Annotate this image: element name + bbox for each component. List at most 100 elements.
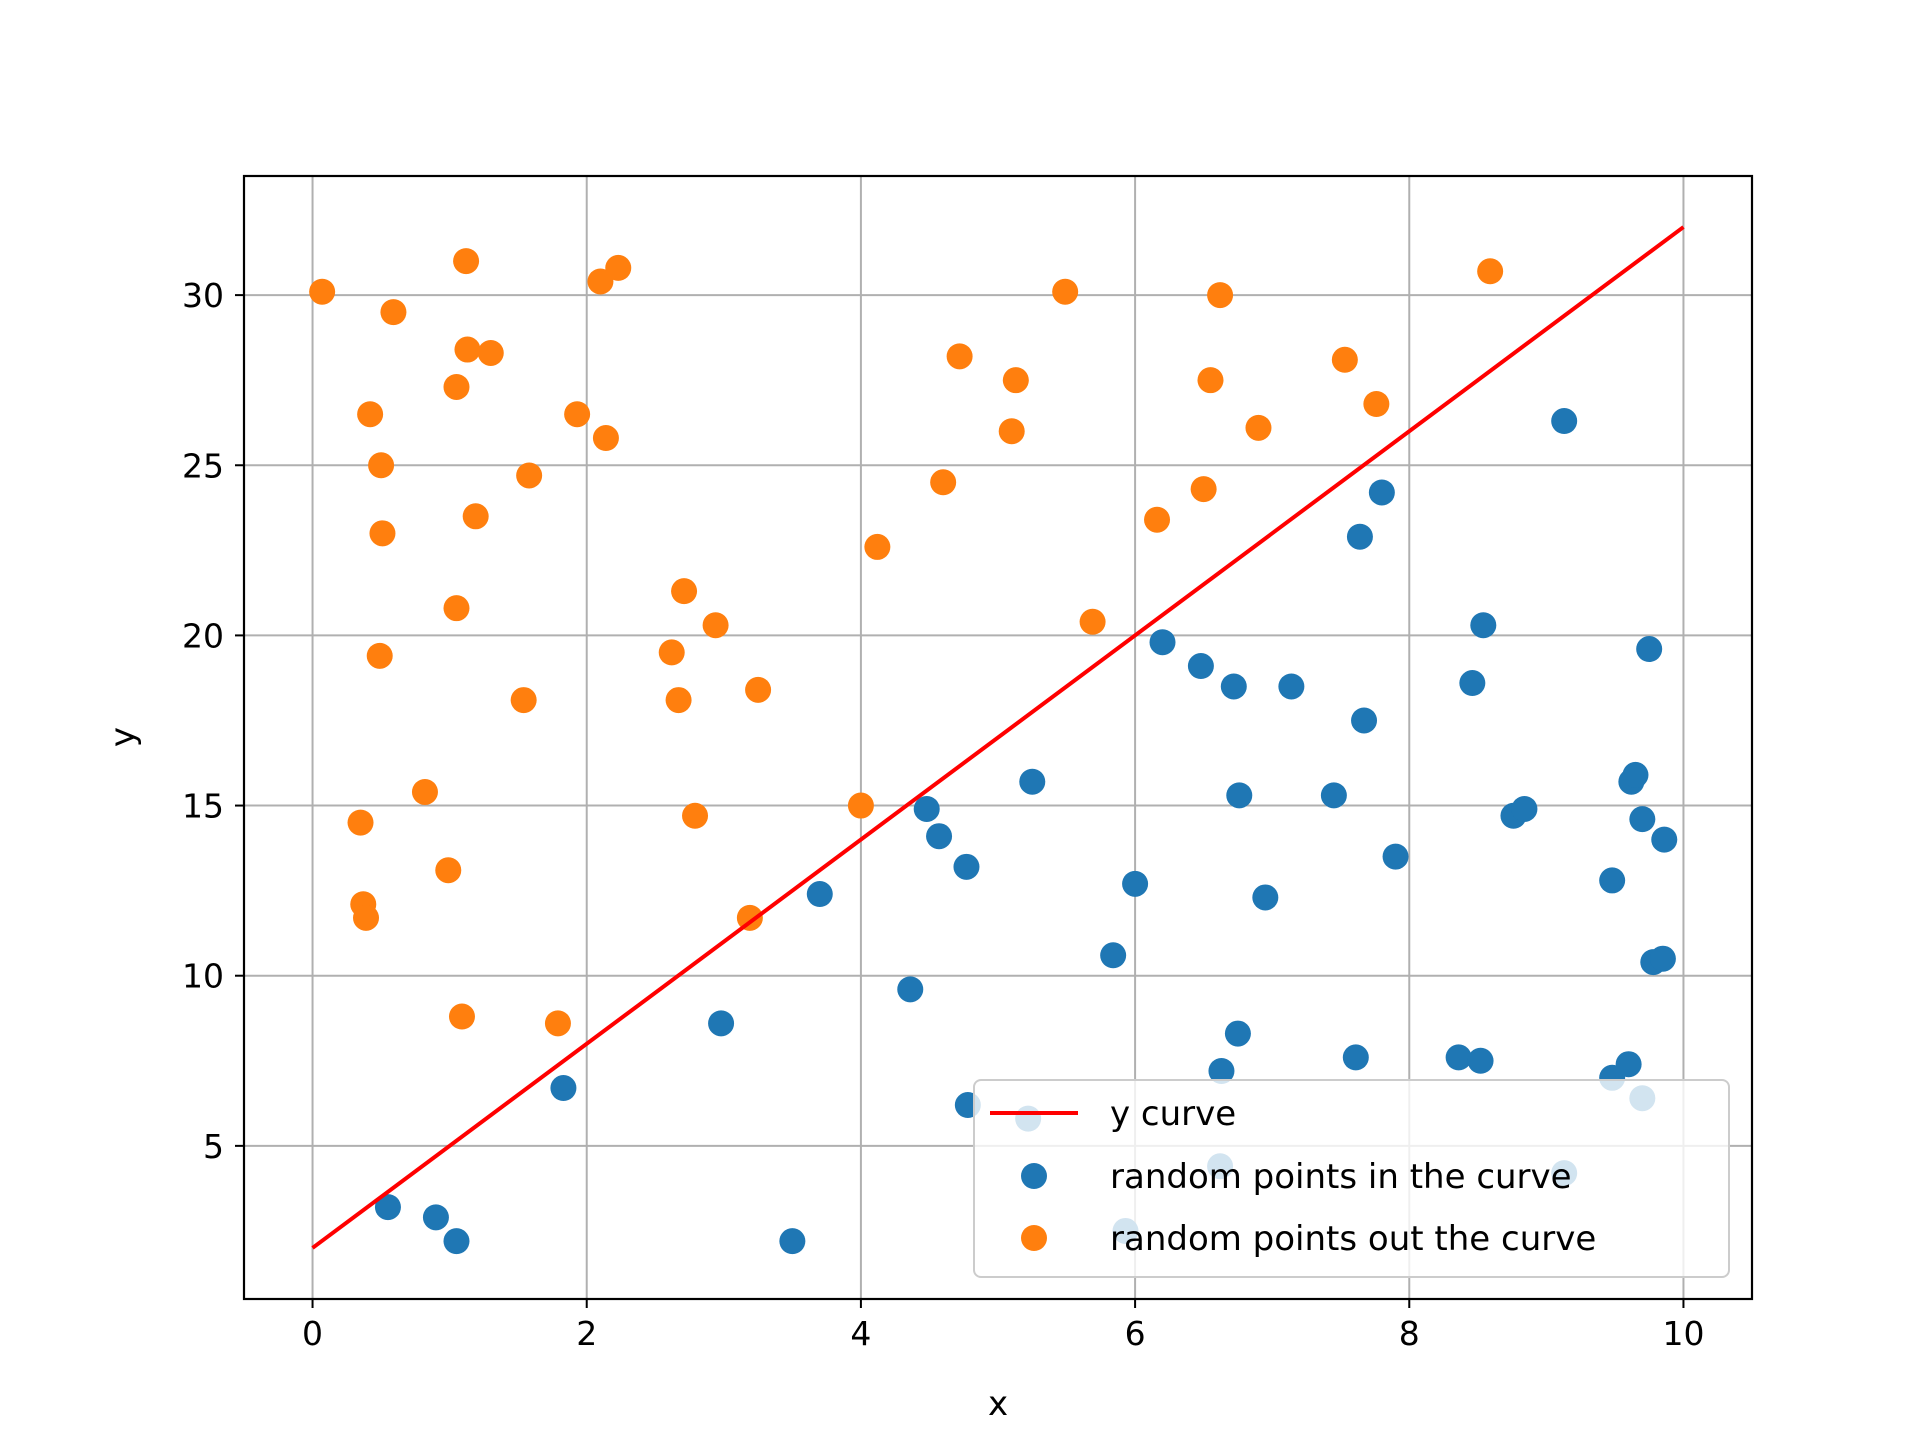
y-tick-label: 5 xyxy=(203,1127,224,1166)
point-out-curve xyxy=(453,248,480,275)
point-out-curve xyxy=(368,452,395,479)
point-in-curve xyxy=(1220,673,1247,700)
x-tick-label: 2 xyxy=(576,1314,597,1353)
legend-swatch-inside xyxy=(1021,1163,1047,1189)
point-out-curve xyxy=(665,687,692,714)
point-in-curve xyxy=(1622,761,1649,788)
point-in-curve xyxy=(913,795,940,822)
point-in-curve xyxy=(1122,870,1149,897)
point-in-curve xyxy=(1346,523,1373,550)
point-in-curve xyxy=(806,881,833,908)
legend-label-inside: random points in the curve xyxy=(1110,1157,1572,1197)
point-in-curve xyxy=(1368,479,1395,506)
point-in-curve xyxy=(926,823,953,850)
point-in-curve xyxy=(1278,673,1305,700)
x-axis-ticks: 0 2 4 6 8 10 xyxy=(302,1299,1704,1353)
legend-label-line: y curve xyxy=(1110,1094,1236,1134)
point-out-curve xyxy=(443,373,470,400)
point-out-curve xyxy=(380,299,407,326)
point-in-curve xyxy=(1382,843,1409,870)
legend-box xyxy=(973,1079,1730,1278)
point-in-curve xyxy=(1467,1047,1494,1074)
grid-lines xyxy=(244,176,1752,1299)
point-in-curve xyxy=(422,1204,449,1231)
point-out-curve xyxy=(564,401,591,428)
point-in-curve xyxy=(1551,408,1578,435)
point-out-curve xyxy=(605,254,632,281)
point-out-curve xyxy=(347,809,374,836)
point-in-curve xyxy=(1636,636,1663,663)
y-tick-label: 10 xyxy=(182,957,224,996)
point-out-curve xyxy=(353,904,380,931)
point-in-curve xyxy=(1445,1044,1472,1071)
point-out-curve xyxy=(435,857,462,884)
point-in-curve xyxy=(374,1194,401,1221)
point-in-curve xyxy=(779,1228,806,1255)
point-out-curve xyxy=(658,639,685,666)
point-out-curve xyxy=(671,578,698,605)
x-tick-label: 0 xyxy=(302,1314,323,1353)
point-out-curve xyxy=(510,687,537,714)
point-in-curve xyxy=(1615,1051,1642,1078)
point-out-curve xyxy=(1363,391,1390,418)
point-out-curve xyxy=(462,503,489,530)
y-axis-ticks: 5 10 15 20 25 30 xyxy=(182,276,244,1166)
point-in-curve xyxy=(1459,670,1486,697)
point-in-curve xyxy=(1019,768,1046,795)
point-in-curve xyxy=(1599,867,1626,894)
point-out-curve xyxy=(682,802,709,829)
point-in-curve xyxy=(443,1228,470,1255)
legend-label-outside: random points out the curve xyxy=(1110,1219,1596,1259)
point-out-curve xyxy=(448,1003,475,1030)
point-in-curve xyxy=(1149,629,1176,656)
y-axis-label: y xyxy=(103,727,143,747)
point-in-curve xyxy=(1511,795,1538,822)
point-in-curve xyxy=(1252,884,1279,911)
point-out-curve xyxy=(847,792,874,819)
point-out-curve xyxy=(1002,367,1029,394)
point-out-curve xyxy=(443,595,470,622)
point-out-curve xyxy=(587,268,614,295)
plot-marks xyxy=(309,225,1685,1255)
point-in-curve xyxy=(1629,806,1656,833)
point-out-curve xyxy=(745,676,772,703)
point-in-curve xyxy=(1208,1057,1235,1084)
point-in-curve xyxy=(1351,707,1378,734)
x-tick-label: 8 xyxy=(1399,1314,1420,1353)
point-out-curve xyxy=(366,642,393,669)
point-in-curve xyxy=(1226,782,1253,809)
point-out-curve xyxy=(454,336,481,363)
y-curve-line xyxy=(311,225,1685,1250)
point-out-curve xyxy=(592,425,619,452)
x-tick-label: 6 xyxy=(1125,1314,1146,1353)
point-in-curve xyxy=(1342,1044,1369,1071)
point-out-curve xyxy=(369,520,396,547)
x-tick-label: 4 xyxy=(850,1314,871,1353)
point-in-curve xyxy=(897,976,924,1003)
plot-frame xyxy=(242,174,1754,1301)
point-out-curve xyxy=(736,904,763,931)
legend: y curve random points in the curve rando… xyxy=(973,1079,1730,1278)
point-out-curve xyxy=(544,1010,571,1037)
point-in-curve xyxy=(1224,1020,1251,1047)
point-in-curve xyxy=(1187,653,1214,680)
y-tick-label: 30 xyxy=(182,276,224,315)
legend-swatch-outside xyxy=(1021,1225,1047,1251)
point-out-curve xyxy=(1477,258,1504,285)
point-in-curve xyxy=(708,1010,735,1037)
point-in-curve xyxy=(1100,942,1127,969)
point-out-curve xyxy=(477,339,504,366)
point-in-curve xyxy=(1470,612,1497,639)
y-tick-label: 15 xyxy=(182,787,224,826)
point-out-curve xyxy=(411,778,438,805)
point-out-curve xyxy=(1245,414,1272,441)
y-tick-label: 20 xyxy=(182,616,224,655)
point-out-curve xyxy=(946,343,973,370)
point-out-curve xyxy=(1144,506,1171,533)
point-out-curve xyxy=(357,401,384,428)
x-axis-label: x xyxy=(988,1384,1008,1424)
point-in-curve xyxy=(1651,826,1678,853)
point-out-curve xyxy=(1207,282,1234,309)
point-out-curve xyxy=(702,612,729,639)
